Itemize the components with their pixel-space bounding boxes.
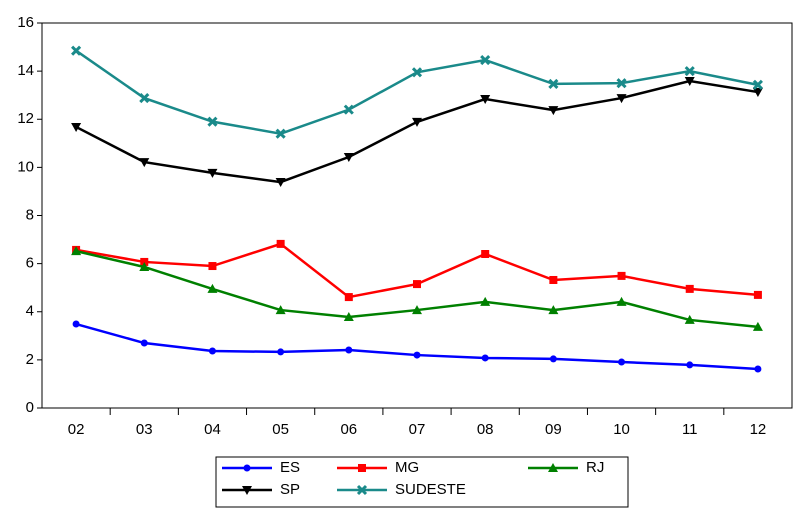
marker xyxy=(413,351,421,359)
legend-label: MG xyxy=(395,459,419,476)
marker xyxy=(343,312,354,322)
x-tick-label: 10 xyxy=(613,421,630,438)
x-tick-label: 03 xyxy=(136,421,153,438)
marker xyxy=(616,94,627,104)
x-tick-label: 09 xyxy=(545,421,562,438)
marker xyxy=(275,305,286,315)
marker xyxy=(617,271,626,280)
marker xyxy=(208,347,216,355)
marker xyxy=(480,95,491,105)
legend: ES MG RJ SP SUDESTE xyxy=(215,456,629,508)
x-tick-label: 04 xyxy=(204,421,221,438)
series xyxy=(71,76,763,188)
marker xyxy=(139,261,150,271)
marker xyxy=(344,293,353,302)
marker xyxy=(480,54,491,66)
legend-label: RJ xyxy=(586,459,604,476)
y-tick-label: 12 xyxy=(17,110,34,127)
y-tick-label: 4 xyxy=(26,303,34,320)
marker xyxy=(549,355,557,363)
series xyxy=(71,246,763,331)
marker xyxy=(548,305,559,315)
marker xyxy=(481,354,489,362)
x-tick-label: 08 xyxy=(477,421,494,438)
marker xyxy=(356,484,368,496)
marker xyxy=(275,128,286,139)
series-line xyxy=(75,79,759,184)
series xyxy=(72,239,762,302)
marker xyxy=(71,45,82,56)
marker xyxy=(685,284,694,293)
marker xyxy=(754,365,762,373)
legend-label: SP xyxy=(280,481,300,498)
marker xyxy=(139,93,150,104)
marker xyxy=(207,116,218,127)
marker xyxy=(752,88,763,98)
marker xyxy=(207,283,218,293)
y-tick-label: 8 xyxy=(26,206,34,223)
marker xyxy=(684,76,695,86)
series-line xyxy=(75,322,758,371)
marker xyxy=(616,78,627,89)
marker xyxy=(72,320,80,328)
x-tick-label: 11 xyxy=(682,421,698,438)
series-line xyxy=(75,242,759,299)
x-tick-label: 05 xyxy=(272,421,289,438)
marker xyxy=(277,348,285,356)
y-tick-label: 14 xyxy=(17,62,34,79)
marker xyxy=(618,358,626,366)
marker xyxy=(752,79,763,90)
marker xyxy=(686,361,694,369)
marker xyxy=(412,305,422,315)
marker xyxy=(548,463,558,472)
x-tick-label: 12 xyxy=(750,421,767,438)
marker xyxy=(411,67,423,78)
x-tick-label: 07 xyxy=(409,421,426,438)
marker xyxy=(208,262,217,271)
series xyxy=(71,45,763,139)
marker xyxy=(207,168,218,178)
x-tick-label: 02 xyxy=(68,421,85,438)
marker xyxy=(343,104,354,115)
marker xyxy=(345,346,353,354)
legend-label: ES xyxy=(280,459,300,476)
series xyxy=(72,320,762,373)
marker xyxy=(549,275,558,284)
marker xyxy=(548,106,559,116)
y-tick-label: 6 xyxy=(26,255,34,272)
marker xyxy=(684,314,695,324)
marker xyxy=(71,122,82,132)
marker xyxy=(242,486,252,495)
marker xyxy=(480,296,491,306)
marker xyxy=(343,153,354,163)
y-tick-label: 10 xyxy=(17,158,34,175)
marker xyxy=(140,339,148,347)
plot-frame xyxy=(41,22,793,409)
marker xyxy=(412,117,422,127)
marker xyxy=(548,78,559,89)
marker xyxy=(140,257,149,266)
marker xyxy=(243,464,251,472)
series-line xyxy=(75,249,759,329)
marker xyxy=(684,66,695,77)
marker xyxy=(413,280,421,289)
legend-label: SUDESTE xyxy=(395,481,466,498)
marker xyxy=(752,321,763,331)
marker xyxy=(481,250,490,258)
y-tick-label: 16 xyxy=(17,14,34,31)
legend-box xyxy=(215,456,629,508)
y-tick-label: 2 xyxy=(26,351,34,368)
x-tick-label: 06 xyxy=(340,421,357,438)
marker xyxy=(616,296,627,306)
marker xyxy=(71,246,82,256)
marker xyxy=(139,158,150,168)
marker xyxy=(276,239,285,248)
y-tick-label: 0 xyxy=(26,399,34,416)
marker xyxy=(753,290,762,299)
marker xyxy=(275,178,286,188)
marker xyxy=(358,464,366,472)
